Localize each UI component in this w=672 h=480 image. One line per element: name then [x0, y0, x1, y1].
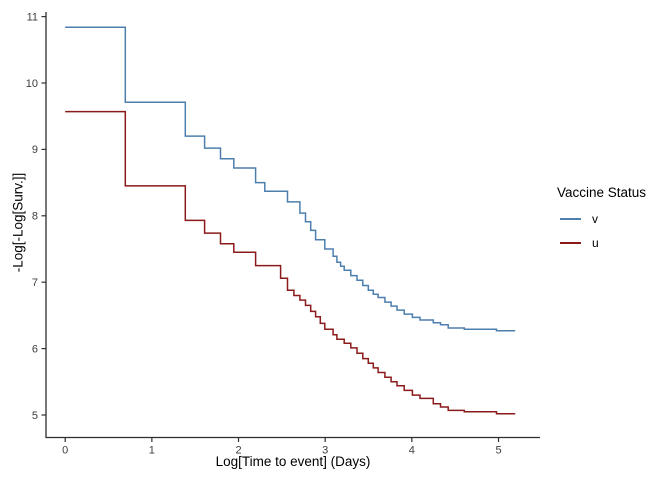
y-axis-title: -Log[-Log[Surv.]]: [10, 172, 26, 273]
y-tick-label: 10: [26, 78, 38, 90]
series-v-line: [65, 26, 516, 332]
y-tick-label: 9: [32, 144, 38, 156]
axis-tick-labels: 0 1 2 3 4 5 5 6 7 8 9 10 11: [26, 11, 502, 456]
x-tick-label: 1: [149, 445, 155, 457]
legend-item-v: v: [557, 212, 669, 226]
series-u-line: [65, 110, 516, 415]
legend-label-u: u: [592, 236, 599, 250]
y-tick-label: 7: [32, 277, 38, 289]
x-tick-label: 2: [235, 445, 241, 457]
legend-key-v-line-icon: [560, 218, 581, 220]
y-tick-label: 5: [32, 410, 38, 422]
x-tick-label: 0: [62, 445, 68, 457]
legend-title: Vaccine Status: [557, 185, 647, 200]
y-tick-label: 8: [32, 211, 38, 223]
step-curves: [65, 26, 516, 415]
x-tick-label: 5: [495, 445, 501, 457]
legend: Vaccine Status v u: [557, 185, 669, 260]
axis-lines: [45, 12, 540, 439]
y-tick-label: 11: [27, 11, 38, 23]
x-axis-title: Log[Time to event] (Days): [215, 454, 371, 469]
legend-label-v: v: [592, 212, 598, 226]
legend-key-u-line-icon: [560, 242, 581, 244]
axis-ticks: [41, 16, 500, 442]
axes: [45, 12, 540, 439]
x-tick-label: 4: [409, 445, 415, 457]
y-tick-label: 6: [32, 343, 38, 355]
x-tick-label: 3: [322, 445, 328, 457]
legend-item-u: u: [557, 236, 669, 250]
